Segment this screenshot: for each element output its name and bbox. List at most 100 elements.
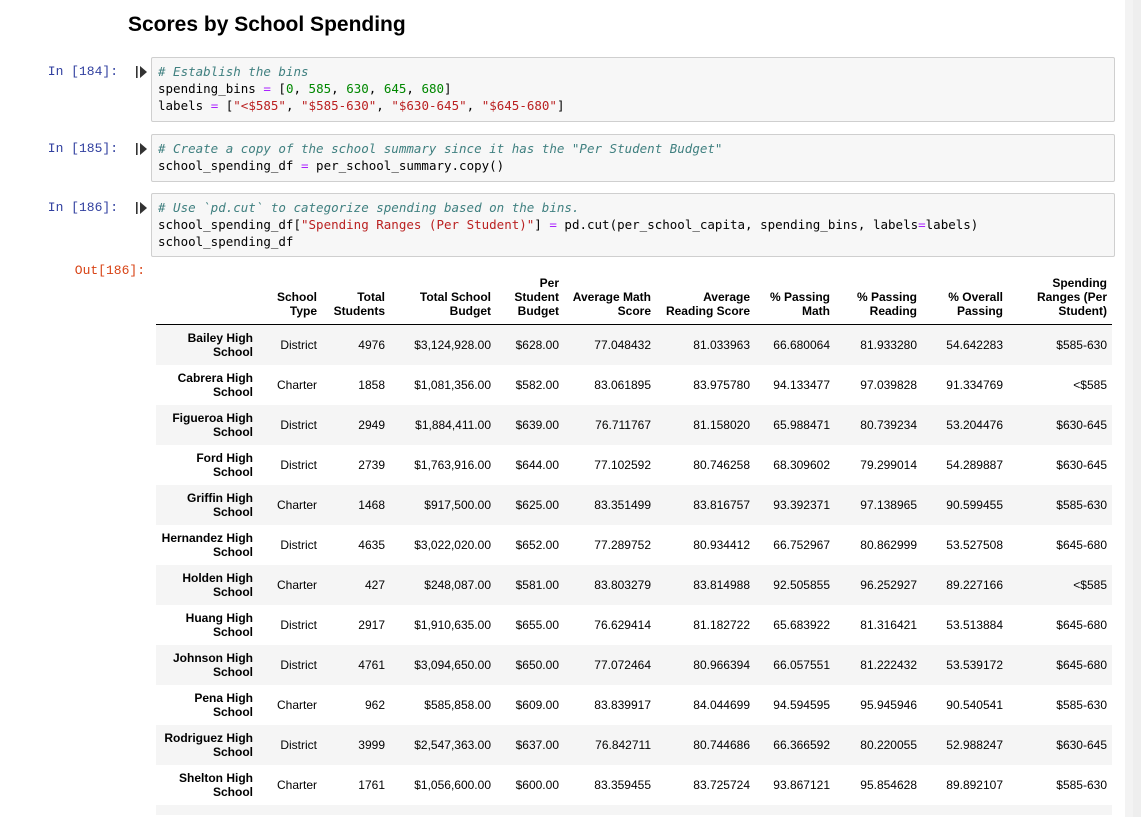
table-cell: $585,858.00 (424, 697, 491, 712)
table-cell: 962 (364, 697, 385, 712)
table-cell: 66.752967 (773, 537, 830, 552)
table-cell: $3,124,928.00 (414, 337, 491, 352)
column-header: Spending Ranges (Per Student) (1008, 276, 1112, 325)
table-cell: 83.803279 (594, 577, 651, 592)
row-index-label: Huang High School (185, 610, 253, 639)
table-cell: $645-680 (1056, 657, 1107, 672)
table-row: Shelton High School Charter 1761 $1,056,600… (156, 764, 1112, 805)
table-cell: 97.138965 (860, 497, 917, 512)
table-cell: 83.975780 (693, 377, 750, 392)
table-row: Griffin High School Charter 1468 $917,500.0… (156, 484, 1112, 525)
table-cell: $1,081,356.00 (414, 377, 491, 392)
table-cell: $917,500.00 (424, 497, 491, 512)
table-cell: 83.725724 (693, 777, 750, 792)
column-header: Per Student Budget (496, 276, 564, 325)
table-cell: 53.539172 (946, 657, 1003, 672)
table-cell: 52.988247 (946, 737, 1003, 752)
table-cell: 94.594595 (773, 697, 830, 712)
code-cell-184[interactable]: # Establish the bins spending_bins = [0, … (151, 57, 1115, 122)
table-cell: 66.366592 (773, 737, 830, 752)
table-cell: $585-630 (1056, 777, 1107, 792)
table-cell: 4635 (358, 537, 385, 552)
table-cell: 4761 (358, 657, 385, 672)
table-cell: $630-645 (1056, 457, 1107, 472)
table-cell: 80.220055 (860, 737, 917, 752)
table-cell: $600.00 (515, 777, 559, 792)
table-row: Figueroa High School District 2949 $1,884,4… (156, 404, 1112, 445)
table-cell: 3999 (358, 737, 385, 752)
table-cell: $1,910,635.00 (414, 617, 491, 632)
table-cell: 66.057551 (773, 657, 830, 672)
table-cell: 80.862999 (860, 537, 917, 552)
dataframe-output: School Type Total Students Total School … (156, 276, 1112, 815)
table-cell: 81.222432 (860, 657, 917, 672)
run-cell-icon[interactable] (135, 201, 149, 215)
table-cell: $1,763,916.00 (414, 457, 491, 472)
table-cell: 95.945946 (860, 697, 917, 712)
table-row: Hernandez High School District 4635 $3,022,… (156, 524, 1112, 565)
input-prompt-185: In [185]: (47, 141, 118, 156)
table-cell: 53.513884 (946, 617, 1003, 632)
table-cell (322, 805, 390, 815)
table-cell: District (280, 417, 317, 432)
table-cell: $585-630 (1056, 497, 1107, 512)
table-cell: Charter (276, 697, 317, 712)
table-cell: 77.048432 (594, 337, 651, 352)
table-cell: 53.527508 (946, 537, 1003, 552)
run-cell-icon[interactable] (135, 142, 149, 156)
table-cell: 1761 (358, 777, 385, 792)
column-header: Average Reading Score (656, 276, 755, 325)
table-row: Huang High School District 2917 $1,910,635.… (156, 604, 1112, 645)
table-cell: $248,087.00 (424, 577, 491, 592)
table-cell: 83.839917 (594, 697, 651, 712)
table-cell: 76.842711 (595, 737, 651, 752)
table-cell: Charter (276, 497, 317, 512)
table-cell: $609.00 (515, 697, 559, 712)
column-header: School Type (258, 276, 322, 325)
table-body: Bailey High School District 4976 $3,124,928… (156, 324, 1112, 815)
table-row: Rodriguez High School District 3999 $2,547,… (156, 724, 1112, 765)
table-cell: $637.00 (515, 737, 559, 752)
table-cell: 76.711767 (595, 417, 651, 432)
table-cell: 94.133477 (773, 377, 830, 392)
table-cell: 77.289752 (594, 537, 651, 552)
table-cell: 83.061895 (594, 377, 651, 392)
row-index-label: Figueroa High School (172, 410, 253, 439)
table-cell: <$585 (1073, 577, 1107, 592)
table-cell: District (280, 537, 317, 552)
table-cell: 54.289887 (946, 457, 1003, 472)
row-index-label: Hernandez High School (161, 530, 253, 559)
row-index-label: Cabrera High School (177, 370, 253, 399)
table-cell: 427 (364, 577, 385, 592)
table-cell: $645-680 (1056, 537, 1107, 552)
run-cell-icon[interactable] (135, 65, 149, 79)
table-cell (496, 805, 564, 815)
table-cell: 77.102592 (594, 457, 651, 472)
table-cell: $625.00 (515, 497, 559, 512)
code-line: # Establish the bins (158, 64, 309, 79)
table-cell (390, 805, 496, 815)
table-cell: 79.299014 (860, 457, 917, 472)
table-cell: Charter (276, 777, 317, 792)
column-header: % Passing Reading (835, 276, 922, 325)
code-cell-186[interactable]: # Use `pd.cut` to categorize spending ba… (151, 193, 1115, 257)
row-index-label: Holden High School (182, 570, 253, 599)
scrollbar-track[interactable] (1125, 0, 1133, 817)
table-cell: $585-630 (1056, 337, 1107, 352)
table-cell: District (280, 337, 317, 352)
table-cell: 97.039828 (860, 377, 917, 392)
table-cell: Charter (276, 577, 317, 592)
table-row: Bailey High School District 4976 $3,124,928… (156, 324, 1112, 365)
row-index-label: Griffin High School (187, 490, 253, 519)
table-cell: 54.642283 (946, 337, 1003, 352)
table-cell: 80.739234 (860, 417, 917, 432)
table-cell: 83.359455 (594, 777, 651, 792)
code-cell-185[interactable]: # Create a copy of the school summary si… (151, 134, 1115, 182)
table-cell: 2739 (358, 457, 385, 472)
row-index-label: Ford High School (196, 450, 253, 479)
table-row: Pena High School Charter 962 $585,858.00 $60… (156, 684, 1112, 725)
table-cell: 81.933280 (860, 337, 917, 352)
table-cell: 91.334769 (946, 377, 1003, 392)
table-cell: 81.158020 (693, 417, 750, 432)
table-cell: 81.033963 (693, 337, 750, 352)
